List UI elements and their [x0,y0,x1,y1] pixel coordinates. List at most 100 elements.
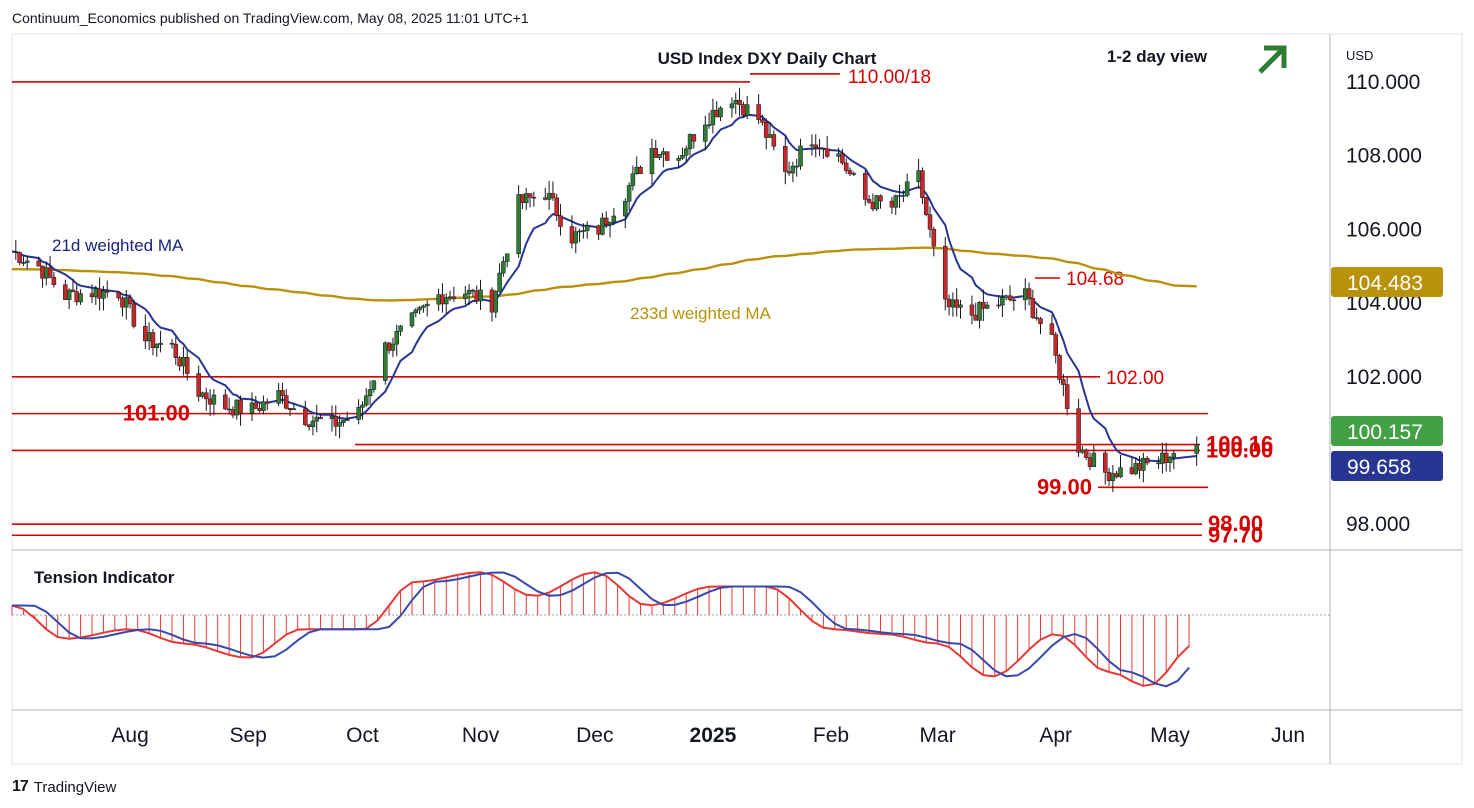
candle-body [24,260,30,263]
candle-body [573,231,579,244]
candle-body [1000,297,1005,306]
candle-body [40,265,45,279]
candle-body [1026,288,1032,299]
candle-body [676,158,681,161]
candle-body [478,289,483,302]
x-tick-label: Apr [1039,724,1072,747]
candle-body [501,261,506,274]
candle-body [63,284,68,300]
candle-body [680,155,685,159]
candle-body [607,221,613,226]
candle-body [127,297,133,305]
candle-body [554,197,559,217]
candle-body [169,342,175,345]
candle-body [253,402,259,409]
x-tick-label: Dec [576,724,613,747]
y-tick-label: 102.000 [1346,366,1422,389]
candle-body [1030,298,1036,318]
candle-body [360,404,365,408]
candle-body [291,408,297,411]
candle-body [417,307,422,311]
candle-body [44,267,49,279]
candle-body [611,215,617,223]
candle-body [946,298,952,308]
candle-body [390,343,396,351]
candle-body [200,392,205,397]
candle-body [1141,457,1146,471]
candle-body [424,303,430,307]
candle-body [1080,449,1085,453]
candle-body [101,290,106,299]
candle-body [821,147,826,150]
candle-body [303,408,308,426]
candle-body [737,99,742,105]
x-axis-ticks: Aug Sep Oct Nov Dec 2025 Feb Mar Apr May Jun [111,724,1305,747]
candle-body [489,289,495,313]
candles [13,87,1199,492]
candle-body [1106,472,1112,481]
candle-body [550,193,556,199]
candle-body [718,107,723,118]
level-label: 102.00 [1106,368,1164,389]
candle-body [794,165,799,168]
ma233-path [12,246,1197,302]
candle-body [314,416,319,422]
candle-body [954,299,959,308]
price-badge-label: 99.658 [1347,456,1411,479]
candle-body [558,215,563,227]
candle-body [771,134,777,147]
candle-body [306,424,312,427]
candle-body [280,390,285,396]
candle-body [1049,323,1055,335]
candle-body [634,166,639,175]
candle-body [36,260,41,267]
candle-body [409,312,415,327]
candle-body [1003,295,1009,298]
price-badge [1331,267,1443,297]
candle-body [223,394,228,410]
candle-body [173,343,179,358]
candle-body [238,399,243,414]
candle-body [504,253,510,262]
candle-body [973,314,978,321]
candle-body [150,332,156,348]
candle-body [996,304,1001,307]
candle-body [249,402,255,414]
candle-body [916,170,921,183]
tension-blue-line [12,571,1190,688]
price-badge-label: 100.157 [1347,421,1423,444]
candle-body [230,409,236,416]
candle-body [927,214,933,230]
candle-body [204,392,209,400]
tradingview-brand[interactable]: 17 TradingView [12,778,116,796]
candle-body [893,195,898,208]
candle-body [870,202,876,210]
candle-body [984,304,990,309]
candle-body [78,293,83,303]
level-label: 98.00 [1208,511,1263,536]
candle-body [196,373,201,397]
candle-body [364,395,369,406]
candle-body [1163,452,1169,463]
candle-body [531,196,537,199]
candle-body [809,144,815,147]
candle-body [436,294,441,305]
candle-body [931,229,937,247]
candle-body [104,290,110,293]
candle-body [600,217,605,235]
chart-title: USD Index DXY Daily Chart [658,49,877,68]
candle-body [398,325,403,332]
candle-body [89,293,95,298]
candle-body [13,251,19,253]
candle-body [497,272,502,292]
candle-body [154,344,160,348]
level-label: 100.16 [1206,432,1273,457]
candle-body [447,296,453,299]
candle-body [664,151,670,161]
tradingview-logo-icon: 17 [12,778,29,795]
price-badge [1331,451,1443,481]
candle-body [1007,295,1013,301]
price-badge [1331,416,1443,446]
